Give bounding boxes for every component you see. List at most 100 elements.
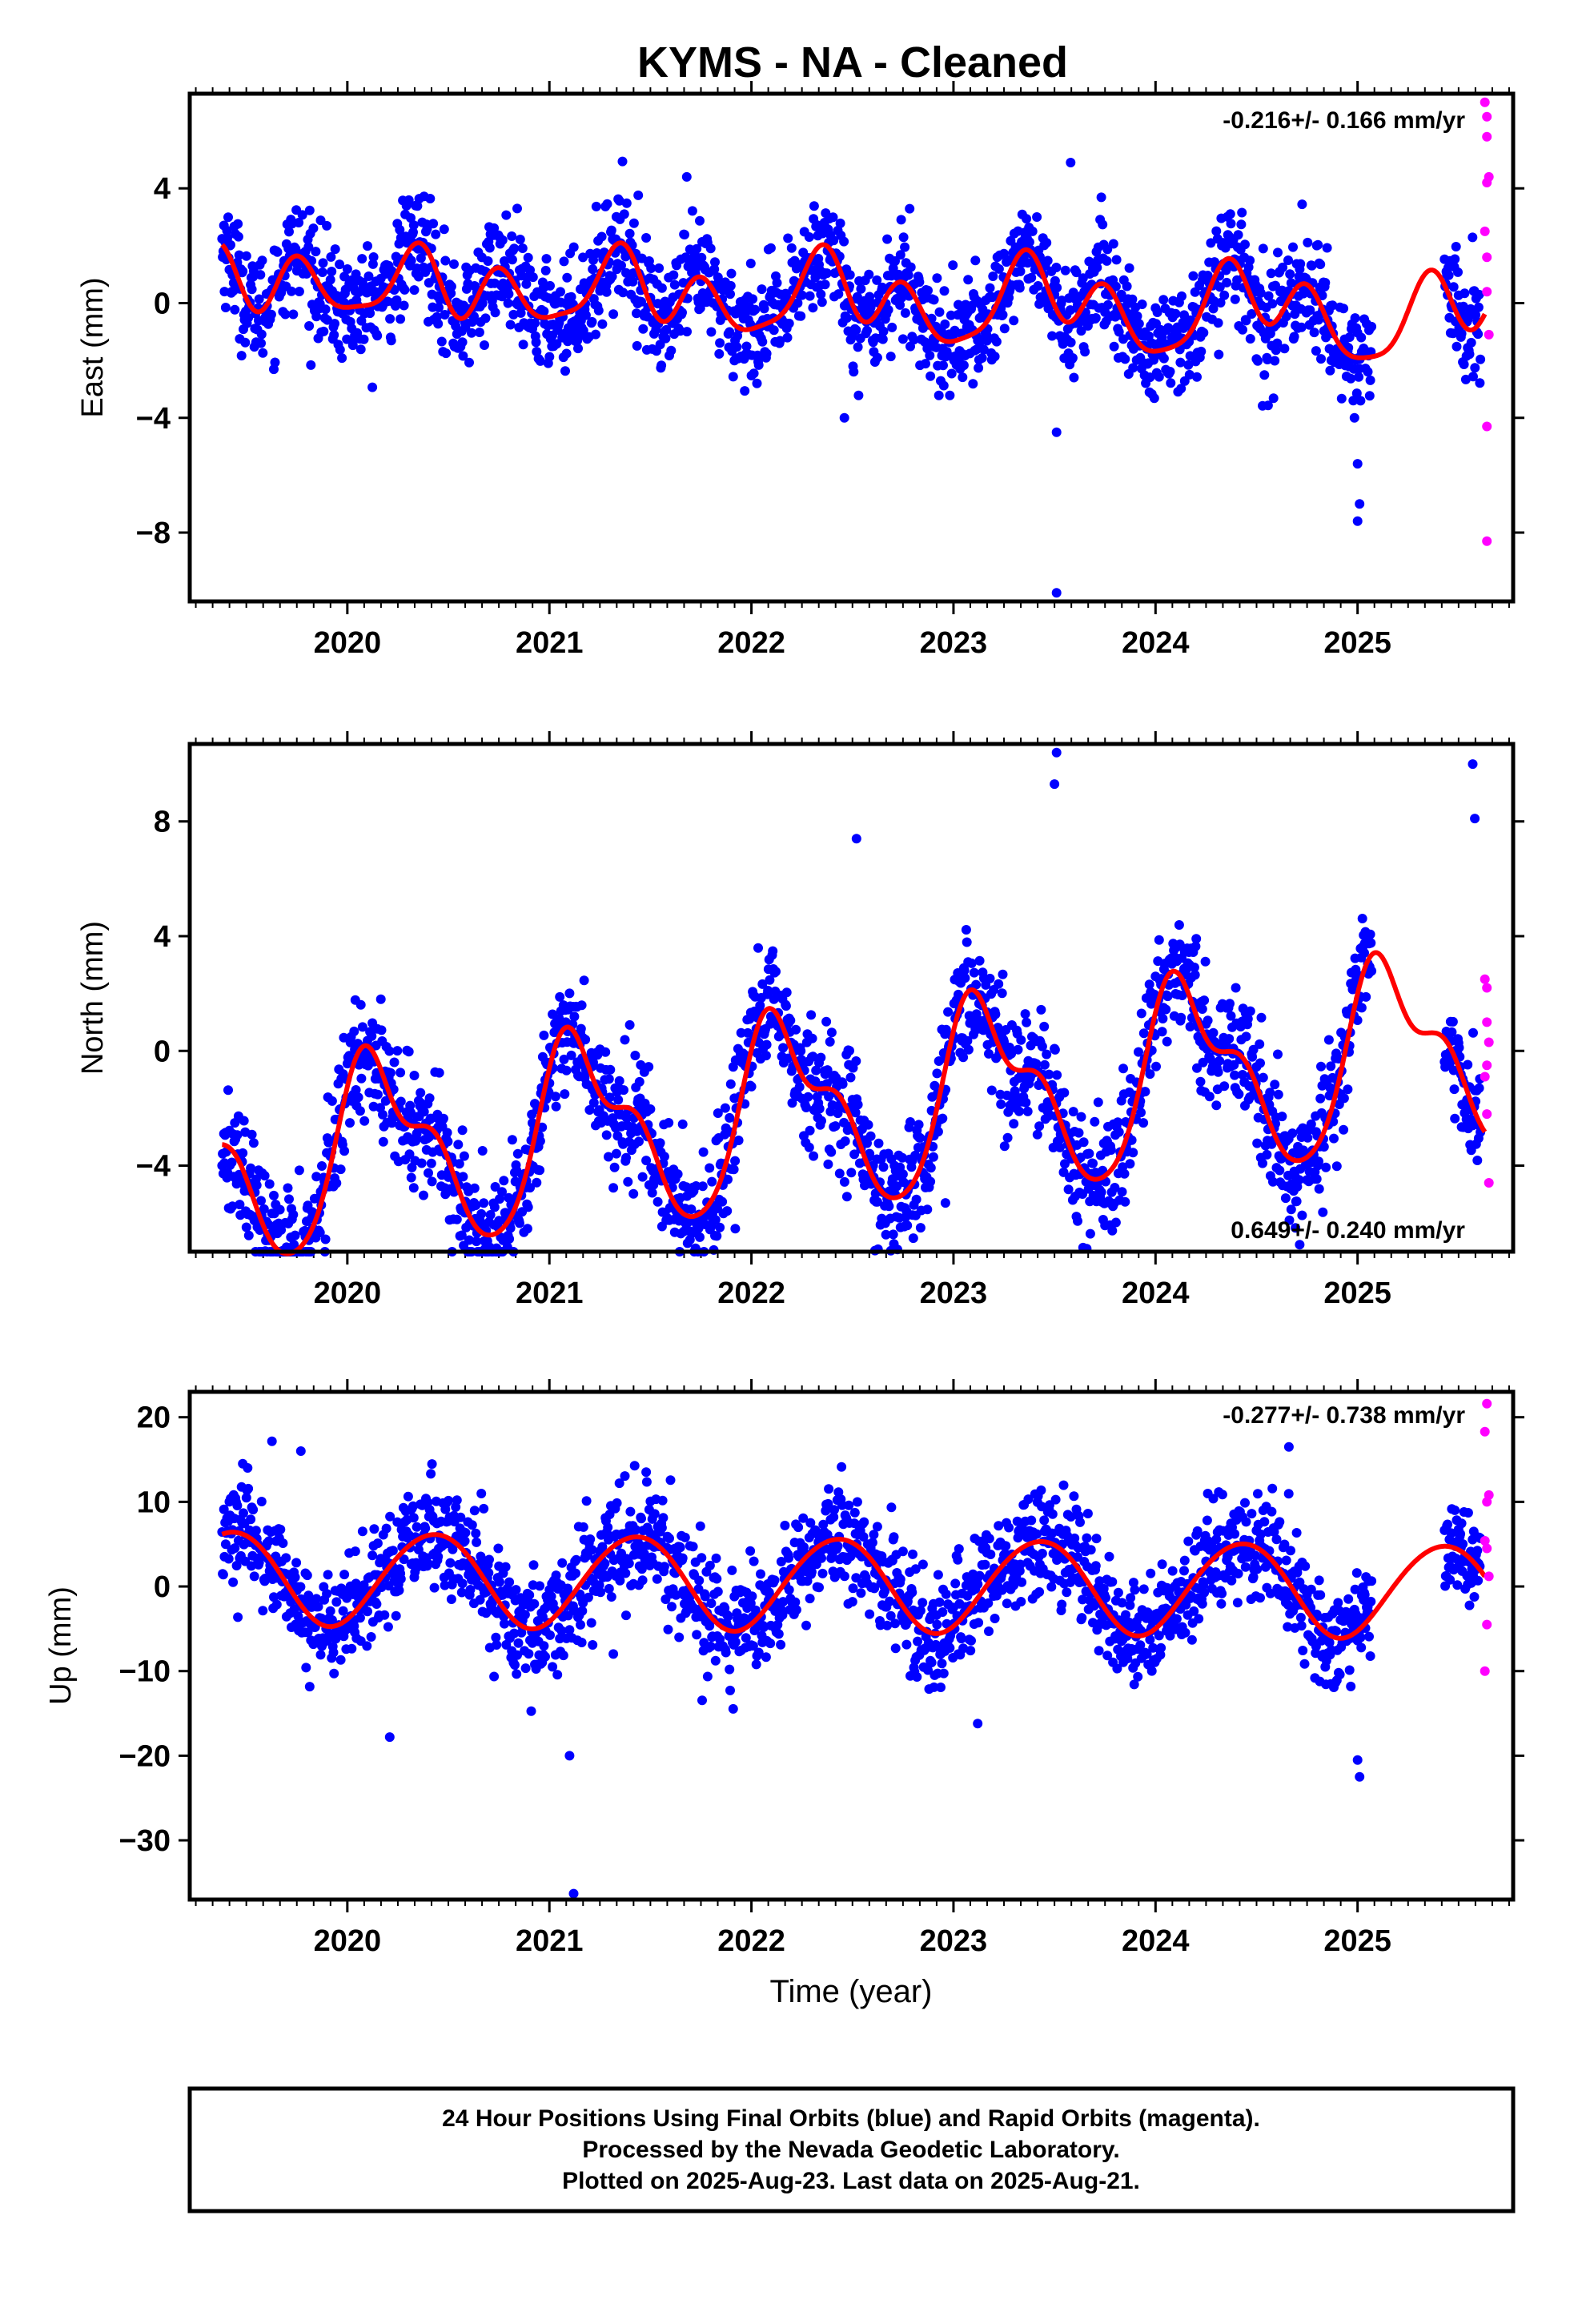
east-final-point xyxy=(849,367,859,377)
east-final-point xyxy=(507,231,517,241)
up-xticks: 2020 2021 2022 2023 2024 2025 xyxy=(195,1379,1510,1958)
east-final-point xyxy=(745,259,756,268)
east-final-point xyxy=(817,297,827,308)
north-final-point xyxy=(1039,1059,1050,1070)
east-final-point xyxy=(457,337,468,348)
north-final-point xyxy=(1231,983,1241,993)
east-final-point xyxy=(878,326,889,336)
east-final-point xyxy=(853,342,863,352)
north-final-point xyxy=(969,967,979,978)
north-final-point xyxy=(1247,1051,1258,1062)
up-final-point xyxy=(385,1511,396,1522)
north-final-point xyxy=(1447,1027,1457,1037)
north-final-point xyxy=(355,999,366,1010)
north-final-point xyxy=(457,1125,468,1136)
north-final-point xyxy=(1470,814,1480,824)
north-final-point xyxy=(804,1142,814,1152)
up-final-point xyxy=(269,1592,279,1602)
up-final-point xyxy=(311,1594,322,1604)
north-final-point xyxy=(809,1151,819,1161)
east-final-point xyxy=(306,360,316,370)
north-frame xyxy=(187,742,1516,1254)
north-final-point xyxy=(392,1046,403,1056)
north-final-point xyxy=(408,1183,419,1193)
east-final-point xyxy=(882,234,893,244)
up-xtick-label: 2024 xyxy=(1122,1924,1190,1958)
east-final-point xyxy=(783,233,793,243)
east-final-point xyxy=(425,194,436,203)
up-final-point xyxy=(304,1682,315,1692)
east-final-point xyxy=(335,344,345,355)
north-final-point xyxy=(1157,1027,1167,1037)
east-final-point xyxy=(1102,255,1112,266)
east-final-point xyxy=(809,201,819,211)
north-final-point xyxy=(619,1085,628,1096)
north-final-point xyxy=(1113,1117,1123,1128)
up-final-point xyxy=(241,1493,251,1503)
north-final-point xyxy=(564,988,575,999)
north-final-point xyxy=(611,1148,621,1159)
east-final-point xyxy=(230,304,240,315)
up-final-point xyxy=(524,1649,534,1659)
east-final-point xyxy=(748,294,758,304)
east-final-point xyxy=(515,235,525,244)
east-final-point xyxy=(890,256,900,266)
north-final-point xyxy=(926,1163,936,1173)
east-final-point xyxy=(266,309,276,320)
north-final-point xyxy=(851,834,861,844)
north-final-point xyxy=(1280,1193,1291,1204)
east-final-point xyxy=(602,199,612,209)
east-final-point xyxy=(1051,427,1062,437)
up-final-point xyxy=(363,1606,372,1617)
east-final-point xyxy=(240,337,251,348)
east-final-point xyxy=(1166,378,1176,388)
north-final-point xyxy=(755,1000,765,1011)
north-final-point xyxy=(223,1085,233,1096)
north-final-point xyxy=(241,1222,251,1232)
east-final-point xyxy=(469,312,479,322)
north-final-point xyxy=(559,1054,569,1064)
east-final-point xyxy=(1196,346,1207,356)
up-final-point xyxy=(426,1469,436,1479)
east-final-point xyxy=(294,287,304,296)
up-final-point xyxy=(465,1585,476,1594)
north-final-point xyxy=(238,1148,248,1158)
up-final-point xyxy=(371,1599,382,1609)
north-final-point xyxy=(464,1235,474,1245)
east-final-point xyxy=(280,309,291,320)
east-final-point xyxy=(896,215,906,225)
east-final-point xyxy=(948,260,958,271)
east-final-point xyxy=(1066,158,1076,167)
north-final-point xyxy=(1306,1119,1316,1129)
east-final-point xyxy=(921,359,930,369)
east-final-point xyxy=(311,247,321,257)
east-final-point xyxy=(695,303,705,313)
north-final-point xyxy=(717,1196,728,1207)
north-final-point xyxy=(1255,1039,1265,1049)
east-final-point xyxy=(1289,332,1299,342)
north-final-point xyxy=(507,1135,517,1145)
east-final-point xyxy=(428,219,439,229)
up-final-point xyxy=(232,1501,243,1510)
north-final-point xyxy=(489,1202,500,1212)
north-final-point xyxy=(817,1116,826,1126)
north-final-point xyxy=(940,1198,950,1208)
east-final-point xyxy=(1311,346,1321,356)
east-final-point xyxy=(759,304,769,314)
east-final-point xyxy=(621,198,632,208)
east-final-point xyxy=(963,275,974,285)
north-final-point xyxy=(424,1168,433,1178)
north-final-point xyxy=(1352,1015,1363,1025)
north-final-point xyxy=(1361,991,1371,1002)
north-final-point xyxy=(1037,1041,1047,1051)
north-final-point xyxy=(523,1202,533,1212)
up-final-point xyxy=(429,1582,440,1593)
north-final-point xyxy=(1311,1174,1322,1184)
up-final-point xyxy=(366,1632,376,1642)
east-final-point xyxy=(544,352,555,362)
north-final-point xyxy=(290,1230,300,1240)
figure-title: KYMS - NA - Cleaned xyxy=(637,38,1068,86)
east-final-point xyxy=(342,264,352,274)
north-final-point xyxy=(1146,999,1156,1009)
north-final-point xyxy=(621,1112,632,1123)
